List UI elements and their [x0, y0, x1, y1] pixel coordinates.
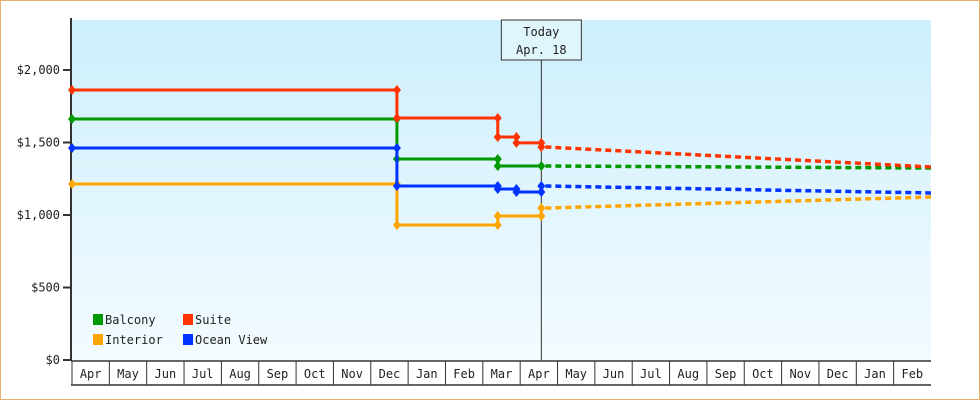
legend-swatch-ocean-view [183, 334, 193, 345]
x-tick-label: Jun [155, 367, 177, 381]
x-tick-label: Nov [341, 367, 363, 381]
x-tick-label: Oct [304, 367, 326, 381]
data-point-interior [392, 220, 401, 231]
data-point-ocean-view [68, 143, 76, 154]
data-point-interior [68, 178, 76, 189]
today-box [500, 19, 582, 61]
x-tick-label: Nov [789, 367, 811, 381]
data-point-ocean-view [537, 181, 546, 191]
legend-swatch-balcony [93, 314, 103, 325]
data-point-ocean-view [493, 184, 502, 195]
x-tick-label: Oct [752, 367, 774, 381]
x-tick-label: Dec [379, 367, 401, 381]
data-point-ocean-view [537, 186, 546, 197]
x-tick-label: Dec [827, 367, 849, 381]
data-point-ocean-view [512, 186, 521, 197]
y-tick-label: $1,000 [17, 208, 60, 222]
data-point-suite [537, 141, 546, 152]
data-point-balcony [537, 160, 546, 171]
y-tick-label: $0 [46, 353, 60, 367]
y-tick-label: $2,000 [17, 63, 60, 77]
data-point-balcony [493, 160, 502, 171]
x-tick-label: Aug [677, 367, 699, 381]
data-point-interior [537, 203, 546, 214]
x-tick-label: Apr [528, 367, 550, 381]
data-point-ocean-view [392, 143, 401, 154]
x-tick-label: Jun [603, 367, 625, 381]
data-point-balcony [68, 114, 76, 125]
legend-label-balcony: Balcony [105, 313, 156, 327]
data-point-interior [537, 211, 546, 222]
data-point-suite [512, 131, 521, 142]
data-point-suite [392, 85, 401, 96]
x-tick-label: Jan [416, 367, 438, 381]
legend-label-ocean-view: Ocean View [195, 333, 268, 347]
data-point-balcony [493, 154, 502, 165]
y-tick-label: $1,500 [17, 136, 60, 150]
data-point-suite [512, 137, 521, 148]
x-tick-label: May [117, 367, 139, 381]
today-label: Today [523, 25, 559, 39]
x-tick-label: Feb [453, 367, 475, 381]
data-point-suite [493, 112, 502, 123]
x-tick-label: May [565, 367, 587, 381]
x-tick-label: Mar [491, 367, 513, 381]
series-line-balcony [72, 117, 542, 168]
y-tick-label: $500 [31, 281, 60, 295]
forecast-line-interior [545, 195, 932, 210]
forecast-line-ocean-view [545, 184, 932, 195]
x-tick-label: Sep [715, 367, 737, 381]
x-tick-label: Jul [640, 367, 662, 381]
data-point-suite [68, 85, 76, 96]
forecast-line-suite [545, 145, 932, 169]
x-tick-label: Aug [229, 367, 251, 381]
x-tick-label: Jan [864, 367, 886, 381]
data-point-suite [392, 112, 401, 123]
data-point-interior [493, 211, 502, 222]
legend-label-interior: Interior [105, 333, 163, 347]
data-point-ocean-view [392, 181, 401, 191]
legend-swatch-suite [183, 314, 193, 325]
forecast-line-balcony [545, 164, 932, 170]
x-tick-label: Jul [192, 367, 214, 381]
legend-swatch-interior [93, 334, 103, 345]
data-point-interior [493, 220, 502, 231]
x-tick-label: Sep [267, 367, 289, 381]
x-tick-label: Apr [80, 367, 102, 381]
x-tick-label: Feb [901, 367, 923, 381]
data-point-suite [493, 131, 502, 142]
legend-label-suite: Suite [195, 313, 231, 327]
today-date: Apr. 18 [516, 43, 567, 57]
